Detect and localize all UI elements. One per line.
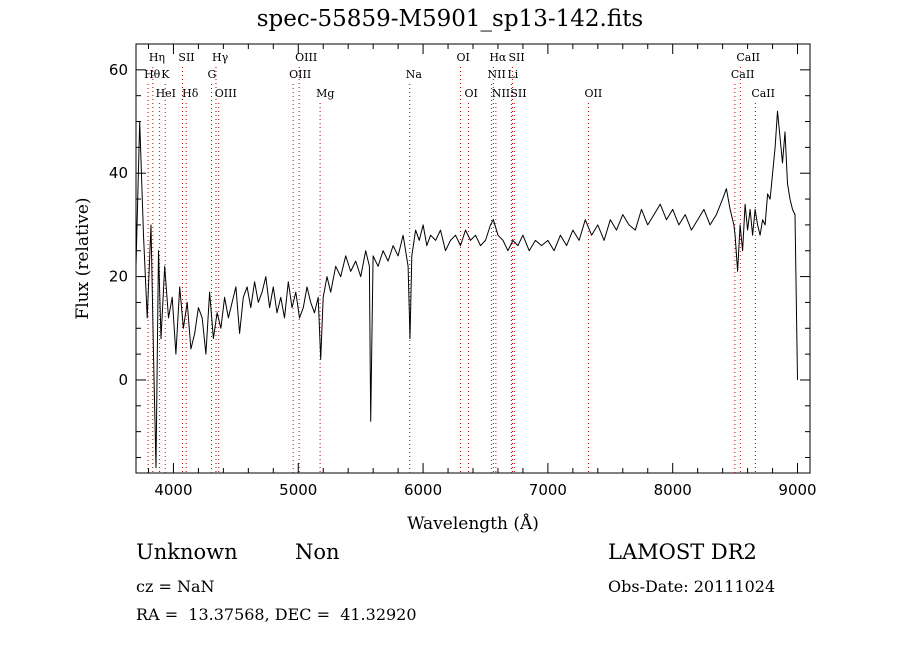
line-label-24: CaII (751, 87, 775, 100)
line-label-16: SII (508, 51, 524, 64)
line-label-9: OIII (295, 51, 317, 64)
line-label-11: Mg (316, 87, 334, 100)
x-tick-label-4: 8000 (654, 481, 692, 499)
y-tick-label-1: 20 (109, 268, 128, 286)
line-label-23: CaII (731, 68, 755, 81)
line-label-3: HeI (156, 87, 176, 100)
line-label-7: G (208, 68, 217, 81)
x-tick-label-0: 4000 (154, 481, 192, 499)
y-axis-label: Flux (relative) (73, 197, 93, 319)
line-label-6: Hγ (212, 51, 229, 64)
line-label-13: OI (457, 51, 470, 64)
line-label-18: Li (507, 68, 518, 81)
line-label-22: CaII (736, 51, 760, 64)
line-label-19: NII (492, 87, 510, 100)
x-tick-label-3: 7000 (529, 481, 567, 499)
y-tick-label-0: 0 (118, 371, 128, 389)
line-label-15: Hα (489, 51, 507, 64)
x-tick-label-5: 9000 (778, 481, 816, 499)
ra-dec: RA = 13.37568, DEC = 41.32920 (136, 605, 417, 624)
line-label-21: OII (584, 87, 602, 100)
line-label-0: Hη (149, 51, 165, 64)
line-label-8: OIII (215, 87, 237, 100)
x-tick-label-2: 6000 (404, 481, 442, 499)
x-tick-label-1: 5000 (279, 481, 317, 499)
object-class: Unknown (136, 540, 238, 564)
obs-date: Obs-Date: 20111024 (608, 577, 776, 596)
x-axis-label: Wavelength (Å) (407, 513, 539, 534)
survey-name: LAMOST DR2 (608, 540, 757, 564)
line-label-2: K (161, 68, 170, 81)
y-tick-label-2: 40 (109, 164, 128, 182)
line-label-12: Na (406, 68, 423, 81)
cz-value: cz = NaN (136, 577, 215, 596)
line-label-4: SII (178, 51, 194, 64)
line-label-5: Hδ (182, 87, 199, 100)
spectrum-line (135, 110, 798, 469)
chart-title: spec-55859-M5901_sp13-142.fits (256, 6, 644, 32)
line-label-14: OI (465, 87, 478, 100)
line-label-1: Hθ (144, 68, 161, 81)
plot-frame (135, 43, 811, 474)
line-label-20: SII (510, 87, 526, 100)
line-label-17: NII (487, 68, 505, 81)
line-label-10: OIII (289, 68, 311, 81)
y-tick-label-3: 60 (109, 61, 128, 79)
object-subclass: Non (295, 540, 340, 564)
